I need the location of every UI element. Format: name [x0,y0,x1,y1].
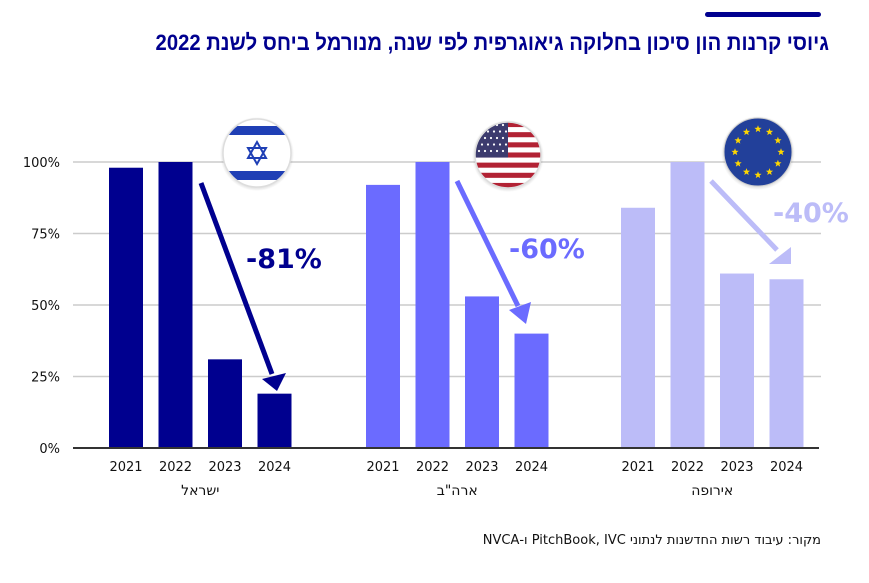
bar-israel-2023 [208,359,242,448]
us-change-arrow [454,179,531,324]
title-accent-bar [705,12,821,17]
bar-israel-2022 [158,162,193,448]
y-tick-label: 100% [23,156,60,171]
y-tick-label: 50% [31,299,60,314]
x-axis-ticks: 2021 2022 2023 2024 2021 2022 2023 2024 2021 2022… [109,460,803,475]
x-tick-label: 2022 [416,460,449,475]
x-tick-label: 2021 [366,460,399,475]
x-tick-label: 2024 [515,460,548,475]
europe-change-label: -40% [773,198,849,229]
europe-change-arrow [709,179,791,264]
group-label-us: ארה"ב [437,483,478,499]
bar-us-2023 [465,296,499,448]
group-label-europe: אירופה [691,483,733,499]
eu-star [774,159,782,167]
group-labels: ישראל ארה"ב אירופה [181,483,733,499]
x-tick-label: 2023 [720,460,753,475]
eu-star [742,168,751,175]
y-tick-label: 0% [39,442,60,457]
bar-israel-2024 [257,393,292,448]
eu-flag-icon [721,116,795,190]
x-tick-label: 2024 [770,460,803,475]
israel-change-arrow [198,182,286,391]
group-label-israel: ישראל [181,483,219,499]
bar-europe-2023 [720,273,754,448]
eu-star [777,148,785,156]
eu-star [754,125,762,133]
y-tick-label: 75% [31,228,60,243]
bar-us-2022 [415,162,450,448]
us-change-label: -60% [509,234,585,265]
us-flag-icon [472,120,544,192]
bar-us-2021 [366,184,400,448]
bar-us-2024 [514,333,549,448]
source-note: מקור: עיבוד רשות החדשנות לנתוני PitchBoo… [482,533,821,548]
chart-title: גיוסי קרנות הון סיכון בחלוקה גיאוגרפית ל… [155,30,830,55]
x-tick-label: 2023 [465,460,498,475]
eu-star [765,168,774,175]
bars [109,162,804,448]
eu-star [754,171,762,179]
x-tick-label: 2021 [109,460,142,475]
x-tick-label: 2024 [258,460,291,475]
eu-star [734,159,742,167]
eu-star [742,128,751,136]
bar-israel-2021 [109,167,143,448]
x-tick-label: 2022 [671,460,704,475]
bar-europe-2022 [670,162,705,448]
y-tick-label: 25% [31,371,60,386]
bar-europe-2024 [769,279,804,448]
x-tick-label: 2021 [621,460,654,475]
eu-star [765,128,774,136]
x-tick-label: 2022 [159,460,192,475]
israel-flag-icon [220,117,294,191]
eu-star [734,136,742,144]
eu-star [731,148,739,156]
x-tick-label: 2023 [208,460,241,475]
israel-change-label: -81% [246,244,322,275]
y-axis-ticks: 0% 25% 50% 75% 100% [23,156,60,457]
eu-star [774,136,782,144]
bar-europe-2021 [621,207,655,448]
